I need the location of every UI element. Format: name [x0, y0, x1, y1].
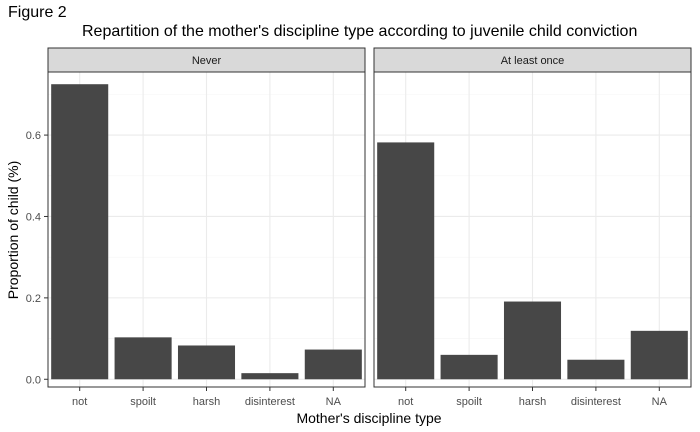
- bar-disinterest: [241, 373, 299, 380]
- bar-not: [51, 84, 109, 380]
- x-tick-label: disinterest: [571, 396, 621, 408]
- facet-strip: [373, 47, 692, 73]
- x-tick-label: spoilt: [456, 396, 482, 408]
- bar-spoilt: [440, 354, 498, 380]
- facet-strip-label: At least once: [501, 55, 565, 67]
- facet-strip-label: Never: [192, 55, 222, 67]
- y-tick-label: 0.2: [26, 293, 41, 305]
- chart-title: Repartition of the mother's discipline t…: [82, 23, 638, 40]
- x-tick-label: harsh: [519, 396, 547, 408]
- facet-panel: At least once not spoilt harsh disinterest NA: [373, 47, 692, 408]
- facet-panel: Never not spoilt harsh disinterest NA: [47, 47, 366, 408]
- bar-harsh: [177, 345, 236, 380]
- bar-not: [377, 142, 435, 380]
- x-tick-label: not: [72, 396, 87, 408]
- bar-na: [630, 330, 688, 380]
- x-tick-label: NA: [652, 396, 668, 408]
- facet-strip: [47, 47, 366, 73]
- bar-harsh: [503, 301, 562, 380]
- x-tick-label: disinterest: [245, 396, 295, 408]
- y-tick-label: 0.6: [26, 130, 41, 142]
- y-axis-title: Proportion of child (%): [5, 161, 21, 300]
- y-tick-label: 0.0: [26, 374, 41, 386]
- figure-label: Figure 2: [8, 4, 67, 21]
- x-tick-label: NA: [326, 396, 342, 408]
- y-axis: 0.0 0.2 0.4 0.6: [26, 130, 48, 386]
- bar-na: [304, 349, 362, 380]
- x-axis-title: Mother's discipline type: [296, 410, 441, 426]
- x-tick-label: spoilt: [130, 396, 156, 408]
- y-tick-label: 0.4: [26, 211, 41, 223]
- x-tick-label: not: [398, 396, 413, 408]
- x-tick-label: harsh: [193, 396, 221, 408]
- bar-disinterest: [567, 359, 625, 380]
- bar-spoilt: [114, 337, 172, 380]
